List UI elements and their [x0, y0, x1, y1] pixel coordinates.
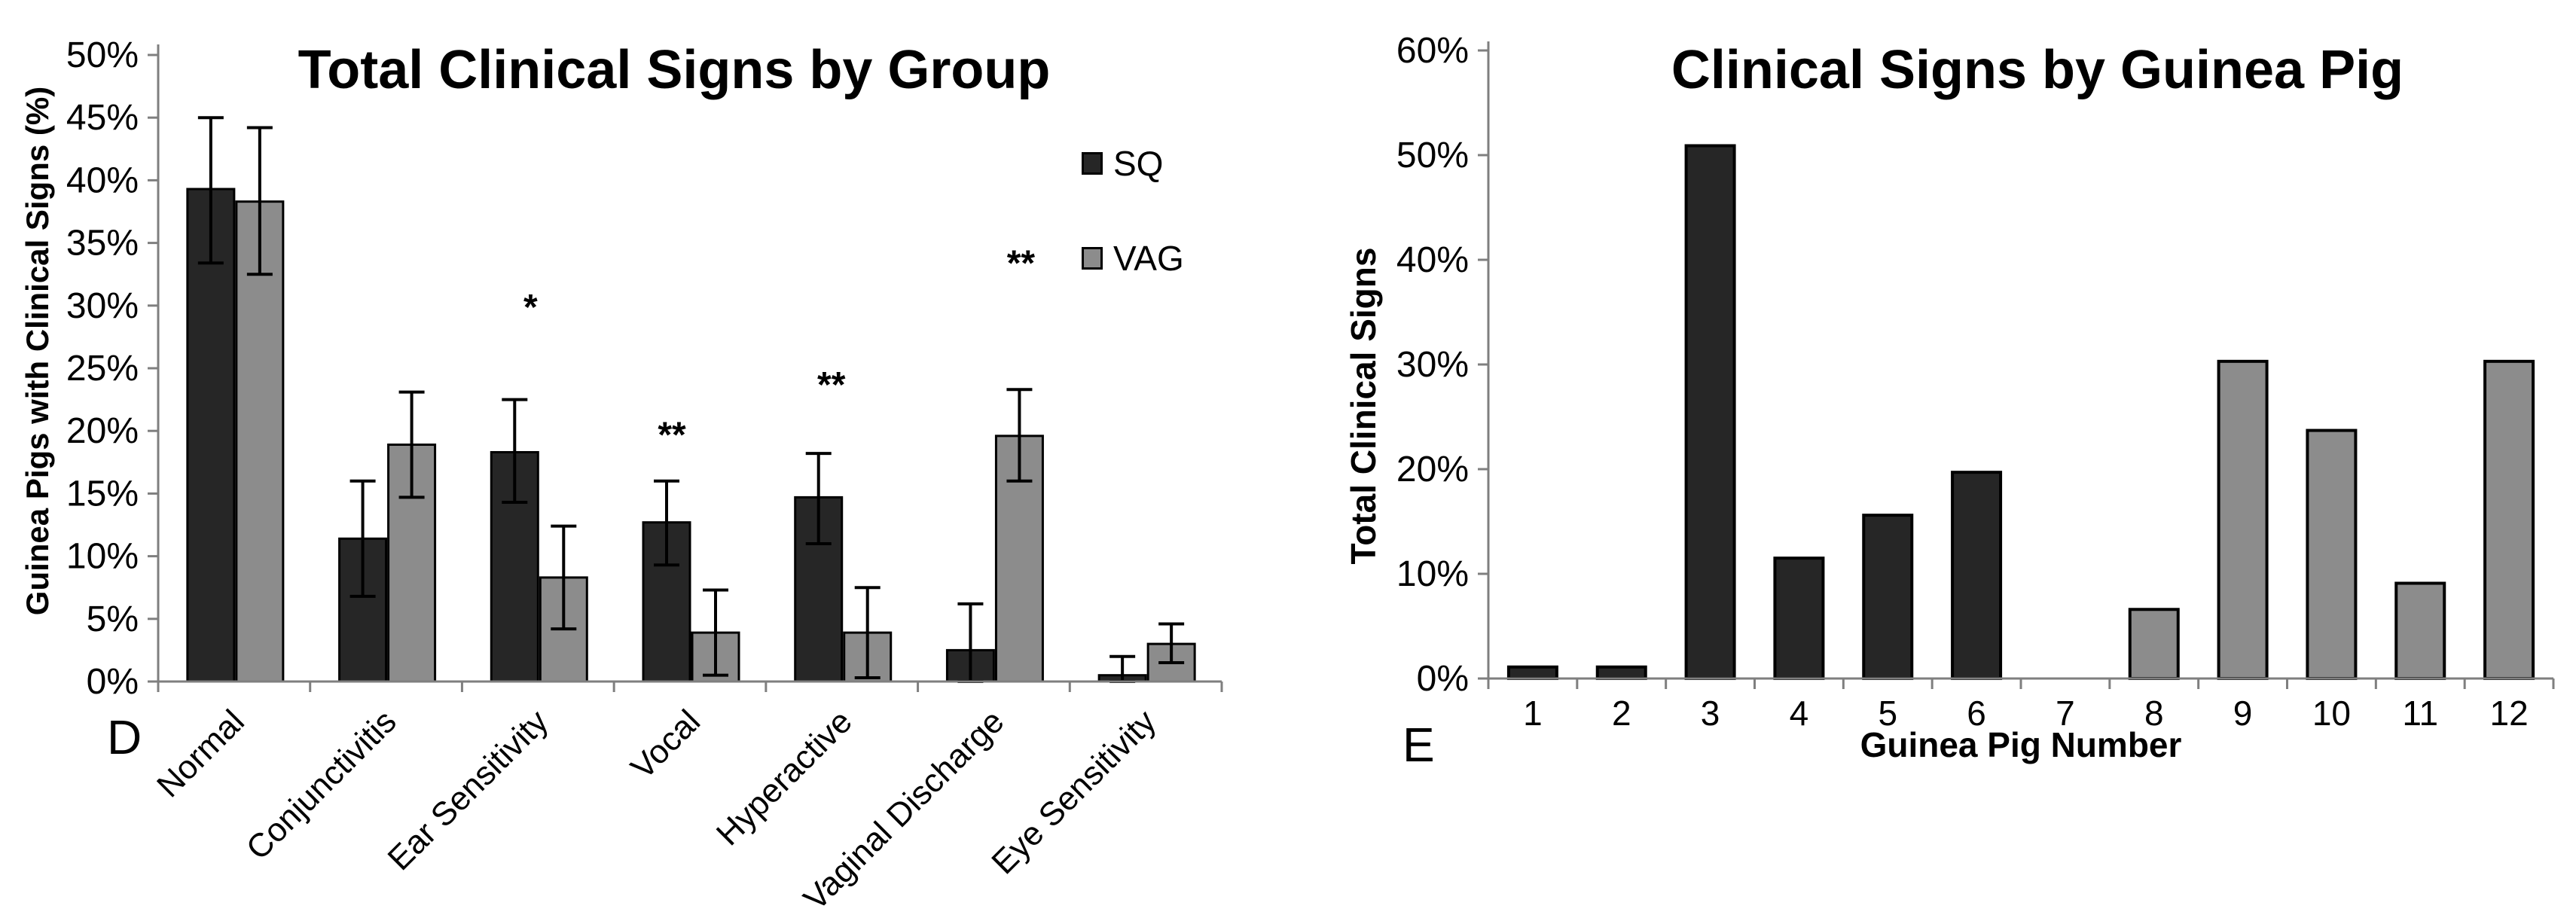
bar-pig-11 [2394, 581, 2446, 681]
legend-label-sq: SQ [1113, 144, 1164, 183]
x-tick-label-pig-5: 5 [1878, 694, 1897, 733]
legend-swatch-sq-icon [1082, 152, 1103, 175]
bar-pig-3 [1684, 144, 1736, 681]
bar-pig-12 [2483, 359, 2535, 680]
legend-item-vag: VAG [1082, 238, 1184, 279]
y-tick-label-e: 30% [1396, 345, 1469, 385]
chart-e-title: Clinical Signs by Guinea Pig [1671, 40, 2404, 100]
bar-pig-6 [1951, 471, 2003, 680]
bar-pig-10 [2306, 428, 2358, 680]
x-category-label-d: Normal [150, 703, 252, 804]
significance-marker: ** [817, 365, 846, 405]
x-tick-label-pig-4: 4 [1790, 694, 1809, 733]
bar-pig-2 [1595, 665, 1647, 681]
significance-marker: ** [1007, 244, 1036, 284]
chart-d-title: Total Clinical Signs by Group [298, 40, 1051, 100]
y-tick-label-e: 60% [1396, 31, 1469, 71]
x-category-label-d: Hyperactive [710, 703, 859, 852]
y-tick-label-d: 35% [66, 224, 139, 264]
y-tick-label-d: 40% [66, 160, 139, 200]
x-tick-label-pig-8: 8 [2144, 694, 2164, 733]
y-tick-label-d: 0% [87, 662, 139, 702]
y-tick-label-d: 10% [66, 537, 139, 577]
y-tick-label-d: 5% [87, 599, 139, 639]
chart-e-x-axis-title: Guinea Pig Number [1860, 725, 2182, 764]
x-tick-label-pig-12: 12 [2489, 694, 2528, 733]
bar-pig-1 [1506, 665, 1558, 681]
x-tick-label-pig-2: 2 [1612, 694, 1631, 733]
x-tick-label-pig-11: 11 [2402, 694, 2438, 733]
y-tick-label-d: 45% [66, 98, 139, 138]
bar-sq-normal [186, 188, 236, 683]
bar-vag-normal [235, 200, 285, 683]
legend-swatch-vag-icon [1082, 247, 1103, 270]
legend-item-sq: SQ [1082, 143, 1163, 184]
y-tick-label-d: 30% [66, 286, 139, 326]
x-tick-label-pig-10: 10 [2312, 694, 2351, 733]
bar-pig-4 [1773, 557, 1825, 681]
x-category-label-d: Conjunctivitis [240, 703, 404, 867]
bar-pig-8 [2128, 608, 2180, 681]
x-tick-label-pig-9: 9 [2233, 694, 2253, 733]
y-tick-label-e: 40% [1396, 240, 1469, 280]
x-tick-label-pig-7: 7 [2056, 694, 2075, 733]
chart-e-y-axis-title: Total Clinical Signs [1344, 247, 1383, 565]
x-category-label-d: Ear Sensitivity [381, 703, 556, 877]
bar-pig-5 [1862, 514, 1914, 680]
significance-marker: * [523, 288, 538, 328]
y-tick-label-e: 20% [1396, 450, 1469, 489]
chart-d-y-axis-title: Guinea Pigs with Clinical Signs (%) [20, 86, 55, 616]
significance-marker: ** [658, 416, 686, 456]
x-category-label-d: Eye Sensitivity [984, 703, 1163, 881]
y-tick-label-e: 50% [1396, 136, 1469, 175]
x-category-label-d: Vocal [624, 703, 707, 786]
y-tick-label-d: 20% [66, 411, 139, 451]
bar-pig-9 [2217, 359, 2269, 680]
y-tick-label-d: 15% [66, 474, 139, 514]
panel-letter-d: D [107, 710, 142, 764]
y-tick-label-e: 10% [1396, 554, 1469, 594]
y-tick-label-e: 0% [1417, 659, 1469, 699]
y-tick-label-d: 25% [66, 349, 139, 389]
y-tick-label-d: 50% [66, 35, 139, 75]
x-tick-label-pig-1: 1 [1523, 694, 1543, 733]
panel-letter-e: E [1402, 718, 1435, 772]
legend-label-vag: VAG [1113, 239, 1184, 278]
x-tick-label-pig-6: 6 [1967, 694, 1986, 733]
x-tick-label-pig-3: 3 [1701, 694, 1720, 733]
